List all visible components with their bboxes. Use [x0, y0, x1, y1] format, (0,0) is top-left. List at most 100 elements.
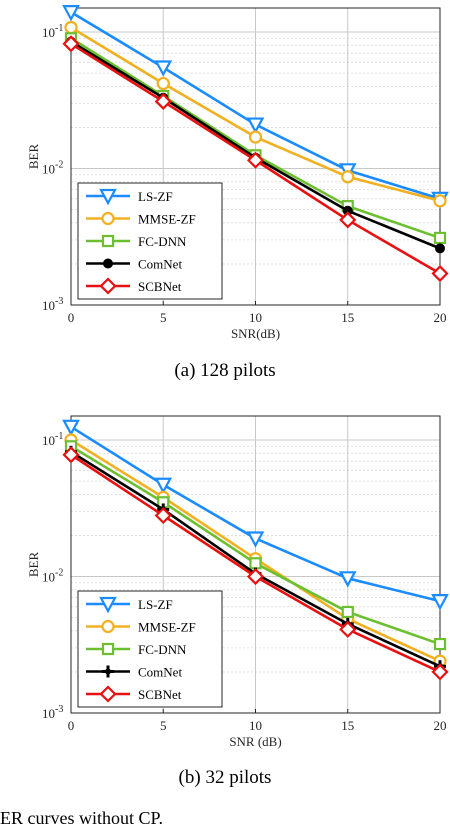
y-tick-label: 10 -1 [42, 23, 63, 40]
y-tick-label: 10 -2 [42, 160, 63, 177]
y-axis-label: BER [26, 552, 41, 578]
data-point [339, 620, 357, 638]
legend: LS-ZF MMSE-ZF FC-DNN ComNet SCBNet [77, 590, 223, 708]
legend-label: LS-ZF [138, 597, 173, 612]
data-point [248, 130, 263, 144]
y-tick-base: 10 [42, 298, 55, 313]
legend-label: MMSE-ZF [138, 620, 196, 635]
legend-marker [102, 665, 114, 678]
data-point [154, 92, 172, 111]
legend-marker [99, 188, 117, 206]
legend-entry: MMSE-ZF [86, 620, 196, 635]
y-tick-base: 10 [42, 433, 55, 448]
x-tick-label: 10 [249, 310, 262, 325]
y-tick-exponent: -3 [55, 296, 63, 307]
data-point [62, 4, 80, 22]
legend-label: ComNet [138, 257, 182, 272]
x-tick-label: 10 [249, 718, 262, 733]
data-point [154, 60, 173, 77]
y-tick-exponent: -2 [55, 160, 63, 171]
data-point [338, 571, 357, 588]
legend-marker [101, 642, 115, 656]
series-ls-zf [62, 419, 449, 611]
data-point [435, 243, 445, 254]
data-point [246, 151, 265, 169]
data-point [62, 419, 80, 437]
y-tick-exponent: -2 [55, 568, 63, 579]
legend-marker [103, 258, 113, 269]
x-tick-label: 5 [160, 310, 167, 325]
legend-label: MMSE-ZF [138, 212, 196, 227]
series-mmse-zf [64, 20, 447, 208]
x-axis-label: SNR (dB) [229, 734, 281, 749]
data-point [64, 20, 78, 35]
data-point [431, 264, 449, 283]
x-tick-label: 15 [341, 718, 354, 733]
data-point [62, 446, 80, 464]
legend-entry: SCBNet [86, 277, 182, 295]
y-tick-base: 10 [42, 570, 55, 585]
legend-entry: FC-DNN [86, 234, 187, 249]
legend-marker [99, 685, 117, 703]
legend-label: FC-DNN [138, 642, 187, 657]
x-axis-label: SNR(dB) [231, 326, 280, 341]
legend-marker [101, 619, 115, 634]
x-tick-label: 15 [341, 310, 354, 325]
y-tick-base: 10 [42, 706, 55, 721]
data-point [62, 35, 80, 53]
x-tick-label: 0 [68, 310, 75, 325]
legend-marker [101, 234, 115, 248]
legend-entry: ComNet [86, 665, 182, 680]
legend-label: SCBNet [138, 279, 182, 294]
y-tick-label: 10 -2 [42, 568, 63, 585]
body-text-fragment: ER curves without CP. [0, 808, 164, 828]
legend: LS-ZF MMSE-ZF FC-DNN ComNet SCBNet [77, 182, 223, 300]
legend-entry: SCBNet [86, 685, 182, 703]
data-point [156, 76, 170, 91]
x-tick-label: 0 [68, 718, 75, 733]
data-point [431, 594, 449, 611]
data-point [341, 605, 354, 619]
data-point [433, 231, 447, 245]
legend-marker [99, 277, 117, 295]
y-tick-base: 10 [42, 162, 55, 177]
y-tick-label: 10 -3 [42, 296, 63, 313]
data-point [433, 194, 447, 208]
legend-marker [101, 211, 115, 226]
caption-a: (a) 128 pilots [174, 360, 276, 381]
data-point [246, 531, 265, 548]
legend-entry: LS-ZF [86, 596, 173, 614]
x-tick-label: 20 [434, 310, 447, 325]
data-point [249, 557, 262, 570]
data-point [154, 506, 172, 525]
series-scbnet [62, 446, 449, 681]
legend-entry: MMSE-ZF [86, 212, 196, 227]
legend-label: SCBNet [138, 687, 182, 702]
legend-entry: ComNet [86, 257, 182, 272]
data-point [341, 170, 355, 184]
data-point [339, 211, 357, 229]
legend-marker [99, 596, 117, 614]
y-tick-base: 10 [42, 25, 55, 40]
legend-entry: FC-DNN [86, 642, 187, 657]
data-point [246, 567, 265, 586]
legend-label: FC-DNN [138, 234, 187, 249]
legend-label: ComNet [138, 665, 182, 680]
data-point [154, 477, 173, 495]
x-tick-label: 5 [160, 718, 167, 733]
y-tick-exponent: -1 [55, 23, 63, 34]
series-scbnet [62, 35, 449, 283]
data-point [433, 637, 447, 651]
y-tick-label: 10 -3 [42, 704, 63, 721]
y-axis-label: BER [26, 144, 41, 170]
y-tick-exponent: -1 [55, 431, 63, 442]
y-tick-label: 10 -1 [42, 431, 63, 448]
legend-entry: LS-ZF [86, 188, 173, 206]
caption-b: (b) 32 pilots [178, 767, 272, 788]
x-tick-label: 20 [434, 718, 447, 733]
y-tick-exponent: -3 [55, 704, 63, 715]
data-point [246, 117, 265, 134]
